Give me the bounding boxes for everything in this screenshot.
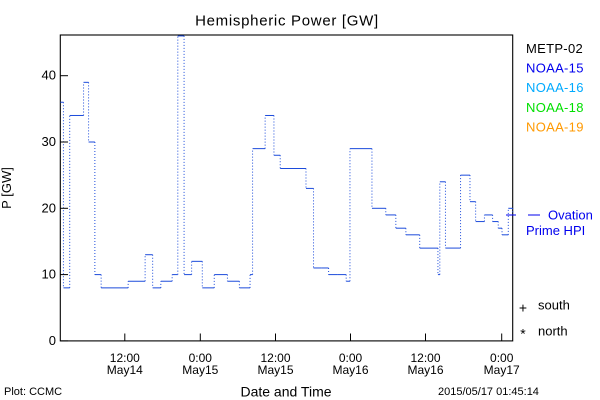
svg-text:+: + — [519, 300, 527, 316]
svg-text:May14: May14 — [107, 363, 143, 377]
svg-text:30: 30 — [42, 134, 56, 149]
svg-text:May17: May17 — [484, 363, 520, 377]
svg-text:0: 0 — [49, 333, 56, 348]
svg-text:NOAA-19: NOAA-19 — [526, 119, 584, 134]
svg-text:*: * — [520, 326, 526, 342]
svg-text:Prime HPI: Prime HPI — [526, 223, 585, 238]
svg-text:north: north — [538, 324, 568, 339]
svg-text:south: south — [538, 298, 570, 313]
svg-text:P [GW]: P [GW] — [0, 167, 14, 209]
svg-text:10: 10 — [42, 267, 56, 282]
svg-text:May16: May16 — [407, 363, 443, 377]
svg-text:May15: May15 — [182, 363, 218, 377]
svg-text:NOAA-16: NOAA-16 — [526, 80, 584, 95]
svg-text:NOAA-18: NOAA-18 — [526, 100, 584, 115]
svg-text:2015/05/17 01:45:14: 2015/05/17 01:45:14 — [438, 386, 539, 398]
svg-text:20: 20 — [42, 200, 56, 215]
svg-text:Plot: CCMC: Plot: CCMC — [4, 386, 62, 398]
svg-text:May15: May15 — [257, 363, 293, 377]
svg-text:Date and Time: Date and Time — [240, 384, 331, 400]
svg-text:NOAA-15: NOAA-15 — [526, 61, 584, 76]
svg-text:May16: May16 — [332, 363, 368, 377]
svg-text:Hemispheric Power [GW]: Hemispheric Power [GW] — [195, 12, 379, 29]
svg-text:Ovation: Ovation — [548, 208, 593, 223]
svg-text:40: 40 — [42, 68, 56, 83]
svg-text:METP-02: METP-02 — [526, 41, 583, 56]
